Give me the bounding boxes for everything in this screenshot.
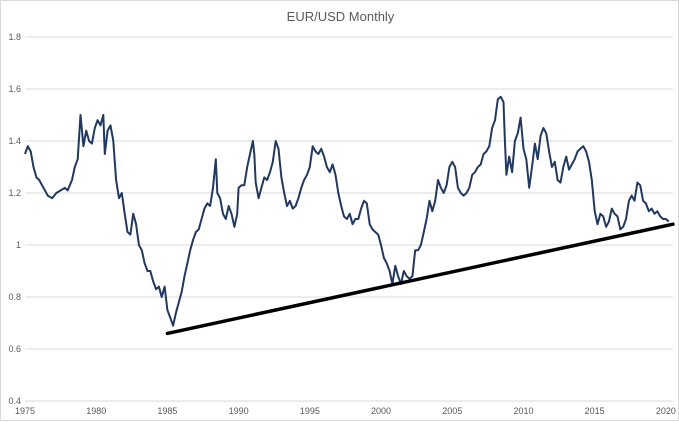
y-tick-label: 0.4	[8, 396, 21, 406]
x-tick-label: 1980	[86, 406, 106, 416]
y-tick-label: 1.2	[8, 188, 21, 198]
series-layer	[24, 95, 670, 327]
trendline	[165, 222, 675, 336]
y-tick-label: 0.8	[8, 292, 21, 302]
x-tick-label: 1985	[157, 406, 177, 416]
x-tick-label: 2005	[442, 406, 462, 416]
chart-title: EUR/USD Monthly	[286, 9, 395, 24]
x-tick-label: 1975	[15, 406, 35, 416]
x-tick-label: 1995	[300, 406, 320, 416]
y-tick-label: 1.6	[8, 84, 21, 94]
trendline-layer	[165, 222, 675, 336]
x-tick-label: 1990	[229, 406, 249, 416]
series-line	[24, 95, 670, 327]
x-tick-label: 2010	[513, 406, 533, 416]
y-tick-label: 1.4	[8, 136, 21, 146]
x-tick-label: 2000	[371, 406, 391, 416]
gridlines	[25, 36, 673, 402]
y-tick-label: 0.6	[8, 344, 21, 354]
x-tick-label: 2020	[656, 406, 676, 416]
x-axis-ticks: 1975 1980 1985 1990 1995 2000 2005 2010 2015 2020	[15, 406, 676, 416]
y-tick-label: 1.8	[8, 32, 21, 42]
x-tick-label: 2015	[585, 406, 605, 416]
y-axis-ticks: 0.4 0.6 0.8 1 1.2 1.4 1.6 1.8	[8, 32, 21, 406]
y-tick-label: 1	[16, 240, 21, 250]
